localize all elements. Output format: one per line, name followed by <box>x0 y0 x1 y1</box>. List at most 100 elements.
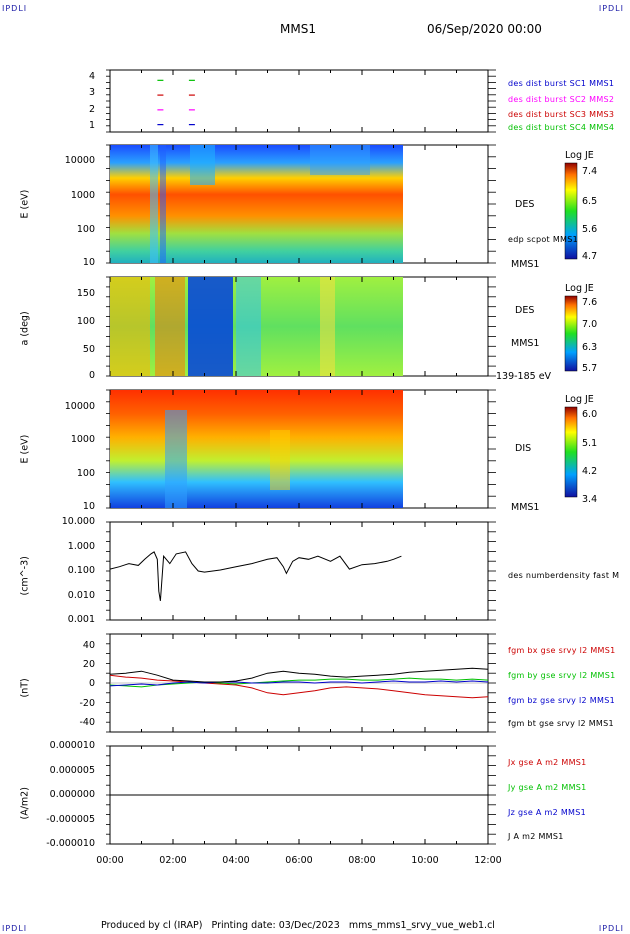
bfield-series-0 <box>109 674 489 699</box>
des-pitch-stripe-2 <box>155 277 185 376</box>
des-energy-ytick-1000: 1000 <box>70 190 95 201</box>
bfield-ylabel: (nT) <box>19 678 31 698</box>
colorbar-des-pitch-tick-1: 7.6 <box>582 297 598 308</box>
panel-density-frame <box>109 521 489 621</box>
colorbar-des-energy-tick-3: 5.6 <box>582 224 598 235</box>
bfield-series-1 <box>109 677 489 688</box>
colorbar-dis-energy-tick-2: 5.1 <box>582 438 598 449</box>
dis-energy-heatmap <box>110 390 403 508</box>
des-energy-ytick-10000: 10000 <box>64 155 95 166</box>
bfield-series-2 <box>109 680 489 687</box>
bfield-ytick-m40: -40 <box>79 717 95 728</box>
des-pitch-ytick-0: 0 <box>88 370 95 381</box>
xtick-0800: 08:00 <box>348 855 376 866</box>
dis-energy-ytick-10000: 10000 <box>64 401 95 412</box>
bfield-legend-bt: fgm bt gse srvy l2 MMS1 <box>508 719 614 728</box>
colorbar-des-pitch <box>564 295 578 372</box>
density-ytick-0.1: 0.100 <box>67 565 95 576</box>
des-pitch-label: DES <box>515 305 535 316</box>
burst-ytick-4: 4 <box>88 71 95 82</box>
xtick-0600: 06:00 <box>285 855 313 866</box>
density-ylabel: (cm^-3) <box>19 556 31 596</box>
des-pitch-stripe-3 <box>188 277 233 376</box>
des-energy-sc-label: MMS1 <box>511 259 540 270</box>
dis-energy-ytick-1000: 1000 <box>70 434 95 445</box>
des-pitch-ylabel: a (deg) <box>19 311 31 346</box>
colorbar-des-pitch-tick-3: 6.3 <box>582 342 598 353</box>
colorbar-des-energy-tick-1: 7.4 <box>582 166 598 177</box>
des-energy-ytick-100: 100 <box>76 224 95 235</box>
current-legend-j: J A m2 MMS1 <box>508 832 564 841</box>
density-ytick-0.001: 0.001 <box>67 614 95 625</box>
current-ytick-4: -0.000005 <box>46 814 95 825</box>
xtick-1000: 10:00 <box>411 855 439 866</box>
des-energy-scpot-label: edp scpot MMS1 <box>508 235 579 244</box>
dis-energy-ytick-10: 10 <box>82 501 95 512</box>
burst-legend-sc1: des dist burst SC1 MMS1 <box>508 79 615 88</box>
xtick-0200: 02:00 <box>159 855 187 866</box>
current-legend-jx: Jx gse A m2 MMS1 <box>508 758 587 767</box>
density-ytick-10: 10.000 <box>61 516 95 527</box>
des-energy-stripe-4 <box>310 145 370 175</box>
burst-ytick-2: 2 <box>88 104 95 115</box>
corner-label-tr: IPDLI <box>598 4 624 13</box>
corner-label-bl: IPDLI <box>2 924 28 933</box>
burst-legend-sc2: des dist burst SC2 MMS2 <box>508 95 615 104</box>
colorbar-des-pitch-title: Log JE <box>565 283 594 294</box>
panel-burst-frame <box>109 69 489 133</box>
des-energy-ylabel: E (eV) <box>19 189 31 219</box>
corner-label-br: IPDLI <box>598 924 624 933</box>
density-ytick-1: 1.000 <box>67 541 95 552</box>
dis-energy-ylabel: E (eV) <box>19 434 31 464</box>
current-legend-jy: Jy gse A m2 MMS1 <box>508 783 587 792</box>
colorbar-des-energy-title: Log JE <box>565 150 594 161</box>
colorbar-des-pitch-tick-4: 5.7 <box>582 363 598 374</box>
dis-energy-stripe-2 <box>270 430 290 490</box>
colorbar-dis-energy-tick-1: 6.0 <box>582 409 598 420</box>
current-legend-jz: Jz gse A m2 MMS1 <box>508 808 587 817</box>
des-pitch-ytick-150: 150 <box>76 288 95 299</box>
density-series-line <box>109 551 402 601</box>
bfield-series-3 <box>109 667 489 683</box>
density-ytick-0.01: 0.010 <box>67 590 95 601</box>
colorbar-dis-energy-tick-3: 4.2 <box>582 466 598 477</box>
dis-energy-sc-label: MMS1 <box>511 502 540 513</box>
current-ylabel: (A/m2) <box>19 787 31 820</box>
burst-ytick-3: 3 <box>88 87 95 98</box>
current-ytick-3: 0.000000 <box>49 789 95 800</box>
bfield-legend-bx: fgm bx gse srvy l2 MMS1 <box>508 646 616 655</box>
corner-label-tl: IPDLI <box>2 4 28 13</box>
burst-marks <box>157 79 195 126</box>
bfield-ytick-40: 40 <box>82 640 95 651</box>
des-energy-stripe-1 <box>150 145 158 263</box>
xtick-1200: 12:00 <box>474 855 502 866</box>
dis-energy-label: DIS <box>515 443 532 454</box>
xtick-0400: 04:00 <box>222 855 250 866</box>
bfield-ytick-20: 20 <box>82 659 95 670</box>
xtick-0000: 00:00 <box>96 855 124 866</box>
bfield-legend-bz: fgm bz gse srvy l2 MMS1 <box>508 696 615 705</box>
des-energy-stripe-2 <box>160 145 166 263</box>
des-pitch-stripe-5 <box>320 277 335 376</box>
des-pitch-ytick-100: 100 <box>76 316 95 327</box>
colorbar-des-energy-tick-2: 6.5 <box>582 196 598 207</box>
burst-legend-sc4: des dist burst SC4 MMS4 <box>508 123 615 132</box>
axis-ticks <box>106 69 496 845</box>
des-energy-stripe-3 <box>190 145 215 185</box>
bfield-ytick-m20: -20 <box>79 698 95 709</box>
bfield-lines <box>109 667 489 699</box>
des-energy-label: DES <box>515 199 535 210</box>
dis-energy-stripe-1 <box>165 410 187 508</box>
colorbar-dis-energy-title: Log JE <box>565 394 594 405</box>
des-pitch-sc-label: MMS1 <box>511 338 540 349</box>
colorbar-des-energy-tick-4: 4.7 <box>582 251 598 262</box>
des-pitch-stripe-4 <box>236 277 261 376</box>
current-ytick-2: 0.000005 <box>49 765 95 776</box>
burst-legend-sc3: des dist burst SC3 MMS3 <box>508 110 615 119</box>
colorbar-des-energy <box>564 162 578 260</box>
colorbar-des-pitch-tick-2: 7.0 <box>582 319 598 330</box>
des-pitch-energy-range: 139-185 eV <box>496 371 552 382</box>
burst-ytick-1: 1 <box>88 120 95 131</box>
dis-energy-ytick-100: 100 <box>76 468 95 479</box>
